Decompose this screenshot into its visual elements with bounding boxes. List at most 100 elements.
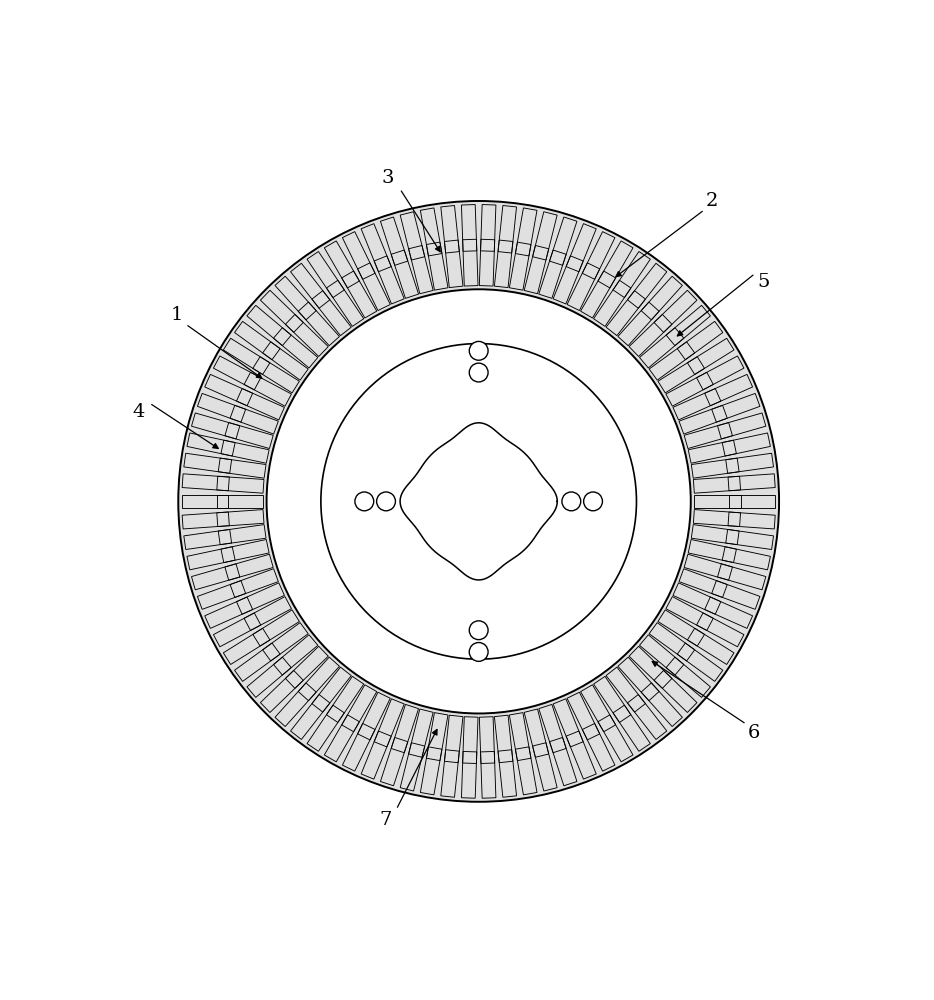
Bar [358,263,390,311]
Bar [532,743,558,791]
Bar [234,643,280,681]
Text: 3: 3 [382,169,394,187]
Bar [539,704,566,753]
Bar [677,321,723,360]
Bar [327,676,363,722]
Bar [343,232,375,279]
Bar [494,240,513,288]
Bar [234,321,280,360]
Bar [618,657,659,701]
Bar [290,263,330,308]
Bar [479,717,495,763]
Bar [704,374,753,406]
Bar [217,495,263,508]
Bar [342,685,376,732]
Bar [717,413,766,439]
Bar [247,305,291,346]
Bar [274,635,318,675]
Bar [223,628,270,664]
Text: 1: 1 [171,306,183,324]
Bar [598,241,633,288]
Bar [253,610,300,646]
Bar [606,667,645,712]
Bar [253,357,300,393]
Bar [408,709,433,757]
Bar [677,643,723,681]
Text: 4: 4 [133,403,145,421]
Bar [594,280,630,326]
Bar [688,540,736,563]
Bar [182,495,228,508]
Bar [481,205,496,251]
Bar [598,715,633,762]
Bar [182,512,230,529]
Bar [566,224,596,272]
Bar [286,314,328,356]
Circle shape [469,341,488,360]
Bar [494,715,513,763]
Bar [630,646,672,688]
Bar [400,743,425,791]
Bar [236,583,285,614]
Bar [262,342,308,380]
Bar [641,683,683,727]
Bar [666,597,714,630]
Text: 5: 5 [757,273,770,291]
Bar [697,613,744,647]
Bar [539,250,566,298]
Bar [307,705,345,751]
Circle shape [469,363,488,382]
Bar [375,256,404,304]
Bar [509,713,531,761]
Polygon shape [400,423,558,580]
Bar [261,670,304,712]
Bar [184,529,232,549]
Circle shape [266,289,691,713]
Bar [509,242,531,290]
Bar [582,723,615,771]
Circle shape [469,643,488,661]
Bar [380,737,408,786]
Bar [225,554,274,580]
Bar [658,357,704,393]
Bar [361,224,391,272]
Bar [461,751,476,798]
Bar [516,747,537,795]
Bar [462,717,478,763]
Bar [445,715,463,763]
Bar [687,628,734,664]
Bar [441,206,460,253]
Bar [205,597,253,628]
Bar [286,646,328,688]
Bar [343,723,375,771]
Bar [298,302,339,346]
Bar [691,525,739,545]
Bar [640,635,684,675]
Circle shape [355,492,374,511]
Bar [182,474,230,491]
Bar [420,208,442,256]
Bar [184,453,232,473]
Bar [581,271,616,318]
Bar [187,433,235,456]
Circle shape [562,492,581,511]
Bar [324,241,360,288]
Bar [275,683,317,727]
Bar [687,338,734,374]
Bar [628,695,667,739]
Bar [553,699,583,747]
Circle shape [584,492,602,511]
Bar [697,356,744,390]
Bar [532,212,558,260]
Bar [244,372,291,406]
Bar [666,305,711,346]
Bar [400,212,425,260]
Bar [549,217,577,265]
Bar [275,276,317,320]
Bar [728,512,775,529]
Bar [606,291,645,336]
Bar [324,715,360,762]
Circle shape [469,621,488,640]
Bar [712,393,760,422]
Bar [613,705,650,751]
